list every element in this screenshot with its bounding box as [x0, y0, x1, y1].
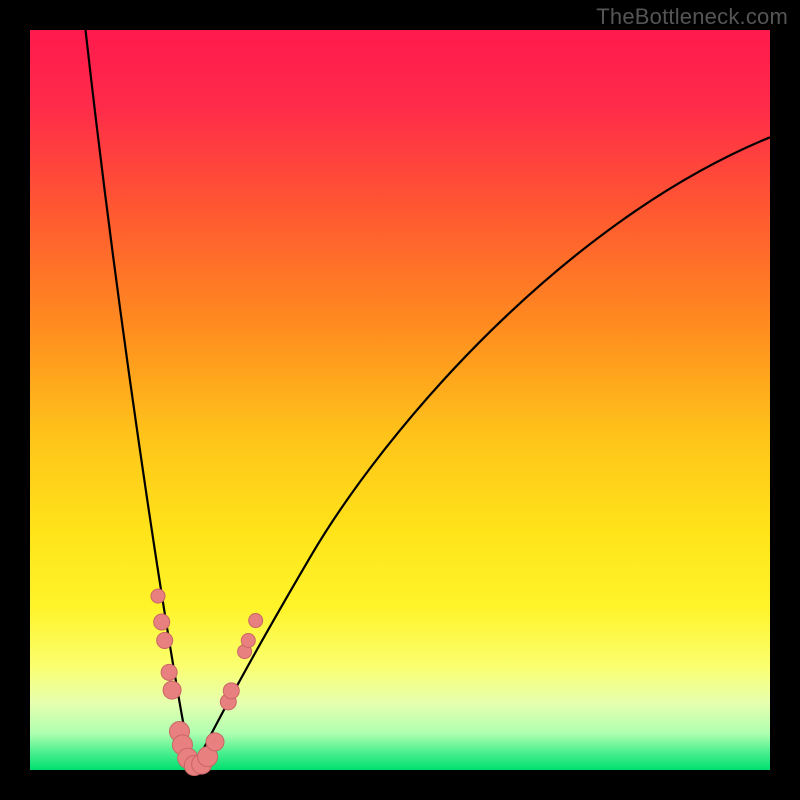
marker-dot — [206, 733, 224, 751]
marker-dot — [151, 589, 165, 603]
chart-svg — [0, 0, 800, 800]
marker-dot — [161, 664, 177, 680]
marker-dot — [249, 614, 263, 628]
marker-dot — [163, 681, 181, 699]
marker-dot — [223, 683, 239, 699]
marker-dot — [241, 634, 255, 648]
chart-root: TheBottleneck.com — [0, 0, 800, 800]
plot-background — [30, 30, 770, 770]
watermark-text: TheBottleneck.com — [596, 4, 788, 30]
marker-dot — [154, 614, 170, 630]
marker-dot — [157, 633, 173, 649]
